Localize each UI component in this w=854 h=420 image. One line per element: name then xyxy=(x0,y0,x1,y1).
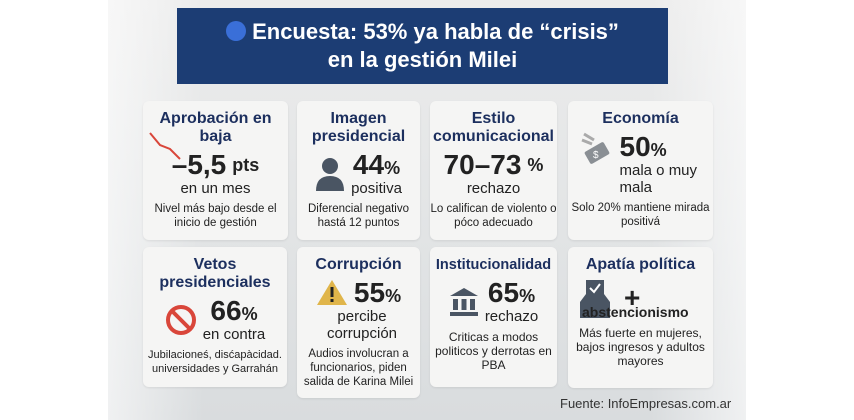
page-title: Encuesta: 53% ya habla de “crisis” en la… xyxy=(177,8,668,84)
card-note: Audios involucran a funcionarios, piden … xyxy=(303,348,414,388)
card-unit: % xyxy=(384,158,401,178)
card-note: Nivel más bajo desde el inicio de gestió… xyxy=(154,203,277,229)
card-sub: en un mes xyxy=(180,180,251,197)
card-unit: % xyxy=(519,286,536,306)
card-unit: % xyxy=(241,304,258,324)
card-value: 55 xyxy=(353,277,386,308)
source-credit: Fuente: InfoEmpresas.com.ar xyxy=(560,396,732,411)
card-note: Criticas a modos politicos y derrotas en… xyxy=(435,330,552,372)
card-value: 66 xyxy=(210,295,242,326)
card-title: Corrupción xyxy=(315,256,402,273)
card-apatia: Apatía política + abstencionismo Más fue… xyxy=(568,247,713,388)
card-title: Economía xyxy=(602,110,679,127)
money-icon: $ xyxy=(580,132,609,164)
card-value: + xyxy=(624,282,641,313)
card-value: 50 xyxy=(619,131,651,162)
card-note: Diferencial negativo hastá 12 puntos xyxy=(307,203,409,229)
card-estilo: Estilo comunicacional 70–73% rechazo Lo … xyxy=(430,101,557,240)
card-sub: rechazo xyxy=(466,180,521,197)
ballot-box-icon xyxy=(580,280,610,318)
card-title: Vetos presidenciales xyxy=(159,256,271,291)
card-title: Imagen presidencial xyxy=(311,110,406,145)
card-value: 65 xyxy=(487,277,520,308)
card-imagen: Imagen presidencial 44% positiva Diferenc… xyxy=(297,101,420,240)
title-line-2: en la gestión Milei xyxy=(327,47,518,72)
card-title: Apatía política xyxy=(585,256,696,273)
card-vetos: Vetos presidenciales 66% en contra Jubila… xyxy=(143,247,287,387)
card-unit: % xyxy=(527,154,544,175)
card-economia: Economía $ 50% mala o muy mala Solo 20% m… xyxy=(568,101,713,240)
card-title: Aprobación en baja xyxy=(159,110,272,145)
card-title: Institucionalidad xyxy=(435,257,552,273)
card-title: Estilo comunicacional xyxy=(433,110,554,145)
warning-icon xyxy=(316,280,347,305)
bullet-dot-icon xyxy=(226,21,247,41)
card-unit: pts xyxy=(232,154,260,175)
title-line-1: Encuesta: 53% ya habla de “crisis” xyxy=(252,19,619,44)
card-value: –5,5 xyxy=(171,149,227,180)
card-value: 70–73 xyxy=(443,149,522,180)
card-aprobacion: Aprobación en baja –5,5 pts en un mes Niv… xyxy=(143,101,288,240)
card-sub: abstencionismo xyxy=(582,304,689,320)
svg-text:$: $ xyxy=(593,150,599,161)
card-sub: positiva xyxy=(351,180,402,197)
card-note: Más fuerte en mujeres, bajos ingresos y … xyxy=(576,326,705,368)
card-sub: mala o muy mala xyxy=(619,162,698,196)
trend-down-icon xyxy=(149,132,181,160)
card-corrupcion: Corrupción 55% percibe corrupción Audios… xyxy=(297,247,420,398)
card-note: Jubilacioneś, disćapàcidad. universidade… xyxy=(148,349,282,375)
card-unit: % xyxy=(385,286,402,306)
card-note: Lo califican de violento o póco adecuado xyxy=(430,203,557,229)
institution-icon xyxy=(449,287,478,316)
card-sub: percibe corrupción xyxy=(326,308,398,342)
card-sub: en contra xyxy=(202,326,266,343)
card-institucionalidad: Institucionalidad 65% rechazo Criticas a … xyxy=(430,247,557,387)
card-value: 44 xyxy=(352,149,385,180)
card-unit: % xyxy=(650,140,667,160)
card-sub: rechazo xyxy=(484,308,539,325)
card-note: Solo 20% mantiene mirada positivá xyxy=(571,202,710,228)
person-icon xyxy=(316,157,345,191)
prohibited-icon xyxy=(165,304,196,335)
